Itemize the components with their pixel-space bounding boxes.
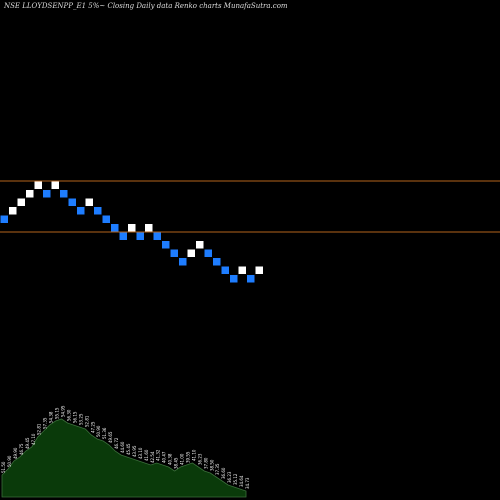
volume-label: 41.00 xyxy=(180,453,185,465)
renko-brick-down xyxy=(77,207,85,215)
renko-brick-down xyxy=(102,215,110,223)
volume-label: 42.54 xyxy=(150,451,155,463)
renko-brick-down xyxy=(111,224,119,232)
volume-label: 41.10 xyxy=(191,449,196,461)
volume-label: 54.38 xyxy=(49,411,54,423)
volume-label: 51.36 xyxy=(102,427,107,439)
volume-label: 36.23 xyxy=(197,453,202,465)
renko-brick-down xyxy=(162,241,170,249)
volume-label: 37.80 xyxy=(203,457,208,469)
renko-brick-down xyxy=(170,249,178,257)
renko-brick-down xyxy=(179,258,187,266)
volume-label: 51.50 xyxy=(1,461,6,473)
renko-brick-up xyxy=(85,198,93,206)
volume-label: 50.90 xyxy=(7,455,12,467)
renko-brick-up xyxy=(34,181,42,189)
volume-label: 41.32 xyxy=(156,449,161,461)
volume-label: 40.38 xyxy=(168,453,173,465)
renko-brick-down xyxy=(204,249,212,257)
volume-label: 52.81 xyxy=(37,423,42,435)
volume-label: 36.60 xyxy=(221,467,226,479)
renko-brick-up xyxy=(51,181,59,189)
renko-brick-up xyxy=(187,249,195,257)
renko-brick-down xyxy=(0,215,8,223)
volume-label: 57.35 xyxy=(43,417,48,429)
volume-label: 54.95 xyxy=(61,405,66,417)
volume-label: 38.45 xyxy=(174,457,179,469)
renko-brick-down xyxy=(213,258,221,266)
volume-label: 36.23 xyxy=(227,471,232,483)
volume-label: 46.75 xyxy=(19,443,24,455)
volume-label: 53.25 xyxy=(78,413,83,425)
renko-brick-up xyxy=(26,190,34,198)
renko-brick-down xyxy=(68,198,76,206)
renko-brick-down xyxy=(60,190,68,198)
volume-label: 55.15 xyxy=(55,407,60,419)
volume-label: 34.64 xyxy=(239,475,244,487)
volume-label: 34.73 xyxy=(245,477,250,489)
renko-brick-down xyxy=(221,266,229,274)
volume-label: 47.10 xyxy=(31,433,36,445)
volume-label: 38.50 xyxy=(209,459,214,471)
volume-area-path xyxy=(1,418,247,498)
renko-brick-down xyxy=(119,232,127,240)
renko-brick-up xyxy=(145,224,153,232)
volume-label: 37.35 xyxy=(215,463,220,475)
volume-label: 35.12 xyxy=(233,473,238,485)
volume-label: 49.90 xyxy=(13,447,18,459)
volume-label: 49.65 xyxy=(108,431,113,443)
renko-brick-up xyxy=(238,266,246,274)
renko-brick-down xyxy=(43,190,51,198)
renko-brick-up xyxy=(17,198,25,206)
volume-label: 40.47 xyxy=(162,451,167,463)
renko-brick-down xyxy=(153,232,161,240)
volume-label: 50.90 xyxy=(96,425,101,437)
renko-brick-down xyxy=(136,232,144,240)
volume-label: 52.81 xyxy=(84,415,89,427)
renko-brick-down xyxy=(247,275,255,283)
renko-bricks xyxy=(0,181,263,283)
renko-brick-up xyxy=(128,224,136,232)
volume-label: 45.45 xyxy=(126,443,131,455)
renko-brick-up xyxy=(255,266,263,274)
volume-label: 43.95 xyxy=(132,445,137,457)
volume-label: 47.25 xyxy=(90,421,95,433)
volume-label: 56.30 xyxy=(67,409,72,421)
volume-label: 44.60 xyxy=(120,441,125,453)
chart-title: NSE LLOYDSENPP_E1 5%~ Closing Daily data… xyxy=(4,2,288,10)
renko-brick-up xyxy=(9,207,17,215)
volume-label: 43.10 xyxy=(138,447,143,459)
renko-brick-down xyxy=(230,275,238,283)
level-lines xyxy=(0,180,500,233)
volume-area xyxy=(1,418,247,498)
volume-label: 39.55 xyxy=(186,451,191,463)
volume-label: 46.72 xyxy=(114,437,119,449)
renko-brick-up xyxy=(196,241,204,249)
renko-brick-down xyxy=(94,207,102,215)
volume-label: 56.15 xyxy=(72,411,77,423)
volume-label: 49.45 xyxy=(25,437,30,449)
volume-label: 41.60 xyxy=(144,449,149,461)
